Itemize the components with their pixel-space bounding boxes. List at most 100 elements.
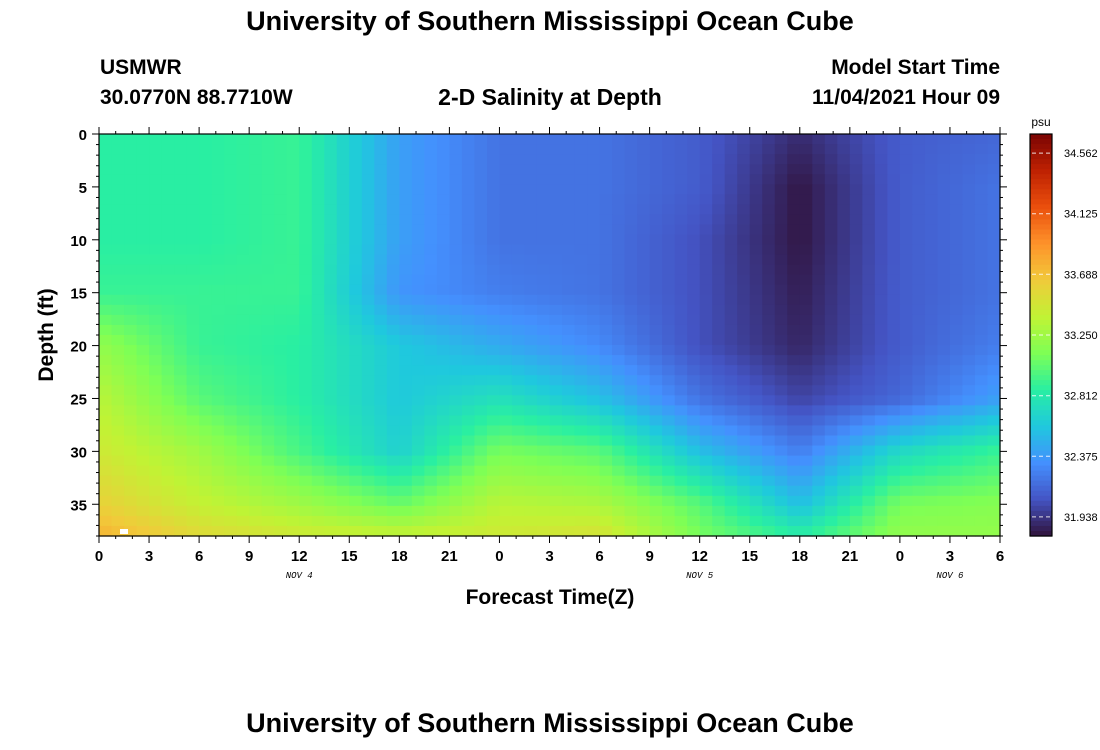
heatmap-cell [737,445,751,457]
heatmap-cell [712,254,726,266]
heatmap-cell [549,445,563,457]
heatmap-cell [787,274,801,286]
heatmap-cell [812,515,826,527]
heatmap-cell [274,244,288,256]
heatmap-cell [549,385,563,396]
heatmap-cell [749,455,763,467]
heatmap-cell [574,284,588,296]
heatmap-cell [349,515,363,527]
heatmap-cell [949,144,964,155]
heatmap-cell [549,475,563,487]
heatmap-cell [637,415,651,427]
heatmap-cell [862,355,876,366]
heatmap-cell [199,435,213,447]
heatmap-cell [762,525,776,537]
heatmap-cell [149,345,163,356]
salinity-heatmap [99,134,1001,537]
heatmap-cell [261,395,275,406]
heatmap-cell [862,154,876,165]
heatmap-cell [887,264,901,276]
heatmap-cell [474,425,488,437]
heatmap-cell [674,445,688,457]
heatmap-cell [386,324,400,336]
heatmap-cell [737,194,751,205]
heatmap-cell [674,304,688,316]
x-tick-label: 0 [495,548,503,565]
heatmap-cell [286,365,300,376]
heatmap-cell [774,224,788,236]
heatmap-cell [399,174,413,185]
heatmap-cell [637,355,651,366]
heatmap-cell [862,465,876,477]
heatmap-cell [912,224,926,236]
heatmap-cell [349,465,363,477]
heatmap-cell [149,445,163,457]
heatmap-cell [937,284,951,296]
heatmap-cell [361,134,375,145]
heatmap-cell [486,495,501,507]
heatmap-cell [449,314,463,326]
colorbar-segment [1030,485,1052,492]
heatmap-cell [987,154,1001,165]
heatmap-cell [699,304,713,316]
heatmap-cell [136,314,150,326]
heatmap-cell [99,164,113,175]
heatmap-cell [787,194,801,205]
heatmap-cell [424,244,438,256]
heatmap-cell [161,324,175,336]
heatmap-cell [674,284,688,296]
heatmap-cell [974,365,989,376]
heatmap-cell [912,445,926,457]
heatmap-cell [624,154,638,165]
heatmap-cell [286,455,300,467]
heatmap-cell [286,335,300,346]
heatmap-cell [274,174,288,185]
heatmap-cell [299,395,313,406]
heatmap-cell [599,264,613,276]
heatmap-cell [124,324,138,336]
heatmap-cell [949,415,964,427]
heatmap-cell [799,515,813,527]
heatmap-cell [286,314,300,326]
heatmap-cell [424,304,438,316]
x-tick-label: 9 [245,548,253,565]
heatmap-cell [787,485,801,497]
heatmap-cell [474,274,488,286]
heatmap-cell [386,365,400,376]
heatmap-cell [849,134,863,145]
heatmap-cell [624,335,638,346]
heatmap-cell [887,154,901,165]
colorbar-segment [1030,274,1052,281]
heatmap-cell [174,465,188,477]
colorbar-segment [1030,224,1052,231]
heatmap-cell [687,505,701,517]
heatmap-cell [937,395,951,406]
heatmap-cell [411,184,425,195]
heatmap-cell [949,284,964,296]
heatmap-cell [574,274,588,286]
heatmap-cell [724,455,738,467]
heatmap-cell [712,204,726,215]
heatmap-cell [674,355,688,366]
heatmap-cell [937,244,951,256]
heatmap-cell [899,304,913,316]
heatmap-cell [624,455,638,467]
heatmap-cell [461,445,476,457]
heatmap-cell [199,204,213,215]
heatmap-cell [549,134,563,145]
heatmap-cell [724,144,738,155]
colorbar-tick-label: 32.375 [1064,451,1098,463]
heatmap-cell [737,144,751,155]
heatmap-cell [687,234,701,246]
heatmap-cell [486,204,501,215]
heatmap-cell [974,425,989,437]
heatmap-cell [249,385,263,396]
heatmap-cell [224,365,238,376]
heatmap-cell [949,375,964,386]
heatmap-cell [349,345,363,356]
heatmap-cell [161,365,175,376]
heatmap-cell [399,194,413,205]
heatmap-cell [924,234,939,246]
heatmap-cell [99,264,113,276]
heatmap-cell [161,415,175,427]
